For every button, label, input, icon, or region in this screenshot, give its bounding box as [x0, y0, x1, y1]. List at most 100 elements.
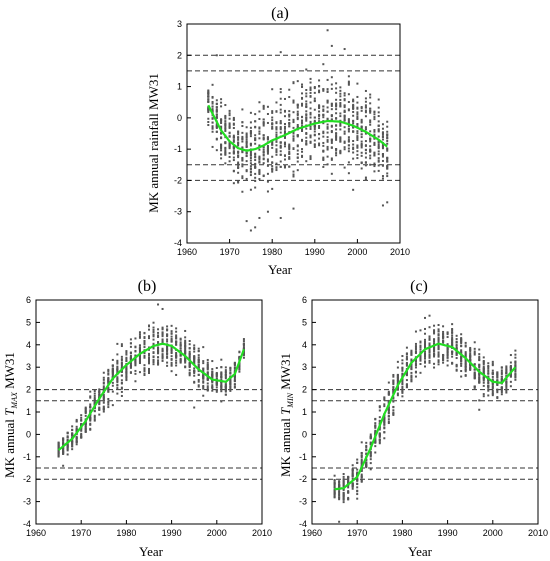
panel-c-point: [401, 391, 404, 394]
panel-b-point: [107, 373, 110, 376]
panel-b-point: [134, 354, 137, 357]
panel-c-point: [351, 485, 354, 488]
panel-a-point: [343, 132, 346, 135]
panel-a-point: [288, 143, 291, 146]
panel-b-point: [242, 346, 245, 349]
panel-a-point: [275, 131, 278, 134]
panel-b-point: [129, 357, 132, 360]
panel-a-point: [309, 89, 312, 92]
panel-a-point: [245, 140, 248, 143]
panel-c-point: [491, 387, 494, 390]
panel-c-point: [396, 379, 399, 382]
panel-a-point: [228, 125, 231, 128]
panel-a-point: [326, 140, 329, 143]
panel-b-point: [93, 401, 96, 404]
panel-a-y-tick-label: -1: [174, 144, 182, 154]
panel-b-point: [111, 364, 114, 367]
panel-c-point: [451, 329, 454, 332]
panel-a-point: [271, 110, 274, 113]
panel-c-point: [338, 520, 341, 523]
panel-c-point: [356, 478, 359, 481]
panel-c-point: [451, 328, 454, 331]
panel-c-point: [473, 347, 476, 350]
panel-b-point: [80, 435, 83, 438]
panel-a-point: [339, 89, 342, 92]
panel-b-point: [166, 328, 169, 331]
panel-b-point: [62, 449, 65, 452]
panel-b-point: [157, 356, 160, 359]
panel-b-point: [107, 389, 110, 392]
panel-a-point: [330, 125, 333, 128]
panel-c-point: [356, 458, 359, 461]
panel-c-point: [442, 336, 445, 339]
panel-c-point: [360, 460, 363, 463]
panel-b-point: [184, 352, 187, 355]
panel-a-point: [262, 136, 265, 139]
panel-c-point: [378, 419, 381, 422]
panel-b-point: [161, 349, 164, 352]
panel-c-point: [482, 363, 485, 366]
panel-a-point: [322, 109, 325, 112]
panel-b-point: [148, 361, 150, 364]
panel-a-point: [335, 128, 338, 131]
panel-a-point: [381, 175, 384, 178]
panel-a-point: [386, 136, 389, 139]
panel-b-point: [202, 394, 205, 397]
panel-a-point: [343, 116, 346, 119]
panel-b-x-tick-label: 2010: [252, 528, 272, 538]
panel-a-point: [373, 129, 376, 132]
panel-c-point: [424, 355, 426, 358]
panel-c-y-tick-label: -4: [299, 519, 307, 529]
panel-a-point: [373, 152, 376, 155]
panel-a-point: [228, 142, 231, 145]
panel-a-point: [232, 145, 235, 148]
panel-a-point: [373, 154, 376, 157]
panel-a-point: [262, 134, 265, 137]
panel-b-point: [211, 384, 214, 387]
panel-c-point: [487, 364, 490, 367]
panel-c-point: [428, 338, 431, 341]
panel-b-point: [152, 338, 155, 341]
panel-b-point: [111, 370, 114, 373]
panel-a-point: [292, 138, 295, 141]
panel-c-point: [396, 360, 399, 363]
panel-a-point: [309, 81, 312, 84]
panel-b-point: [170, 358, 173, 361]
panel-a-point: [207, 117, 210, 120]
panel-c-point: [487, 367, 490, 370]
panel-a-point: [369, 123, 372, 126]
panel-a-point: [330, 139, 333, 142]
panel-a-point: [364, 140, 367, 143]
panel-c-point: [478, 355, 481, 358]
panel-a-point: [347, 120, 350, 123]
panel-a-point: [283, 145, 286, 148]
panel-c-point: [424, 316, 426, 319]
panel-b-point: [166, 355, 169, 358]
panel-a-point: [275, 162, 278, 165]
panel-b-y-tick-label: -2: [23, 474, 31, 484]
panel-a-point: [356, 106, 359, 109]
panel-c-point: [383, 398, 386, 401]
panel-a-point: [266, 152, 269, 155]
panel-c-point: [433, 362, 436, 365]
panel-c-point: [414, 330, 417, 333]
panel-b-point: [202, 387, 205, 390]
panel-b-point: [125, 370, 128, 373]
panel-c-point: [410, 349, 413, 352]
panel-c-point: [460, 356, 463, 359]
panel-a-point: [224, 153, 227, 156]
panel-b-point: [161, 357, 164, 360]
panel-a-point: [237, 138, 240, 141]
panel-a-point: [313, 91, 316, 94]
panel-c-point: [365, 463, 368, 466]
panel-b-point: [102, 376, 105, 379]
panel-b-point: [224, 385, 227, 388]
panel-a-point: [386, 167, 389, 170]
panel-c-point: [374, 426, 377, 429]
panel-a-point: [266, 158, 269, 161]
panel-c-point: [387, 399, 390, 402]
panel-b-point: [120, 359, 123, 362]
panel-a-point: [262, 107, 265, 110]
panel-c-point: [405, 385, 408, 388]
panel-b-point: [197, 363, 200, 366]
